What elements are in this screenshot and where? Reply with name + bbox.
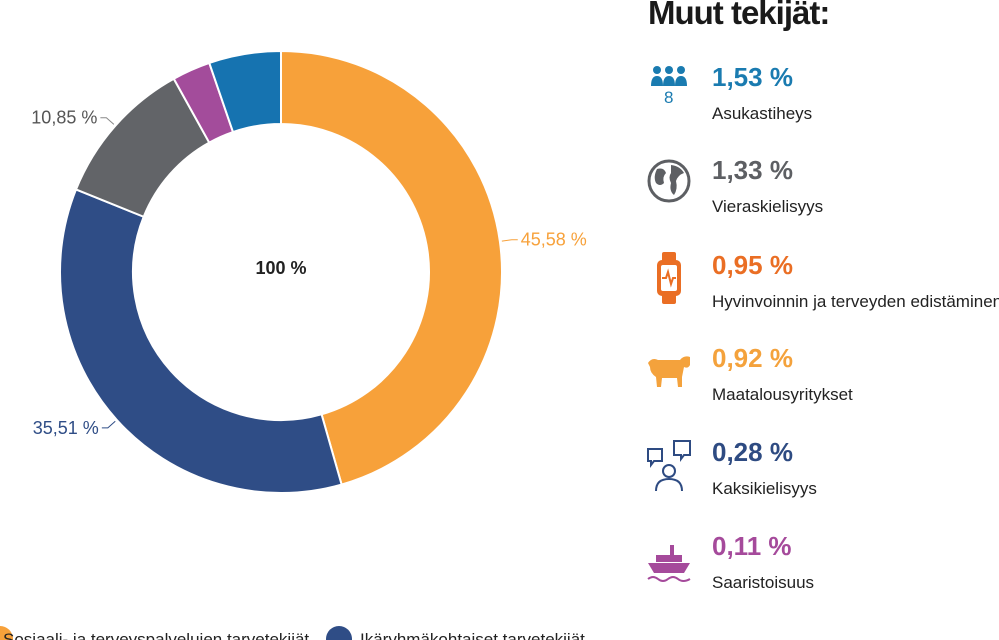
factor-label: Maatalousyritykset <box>712 385 853 404</box>
donut-chart: 45,58 % 35,51 % 10,85 % 100 % <box>31 49 587 494</box>
factor-value: 0,92 % <box>712 343 793 373</box>
factor-label: Saaristoisuus <box>712 573 815 592</box>
donut-slice-social-health[interactable] <box>280 49 503 486</box>
donut-slice-age-groups[interactable] <box>59 188 343 494</box>
speech-bubbles-person-icon <box>644 437 694 493</box>
chart-legend: Sosiaali- ja terveyspalvelujen tarveteki… <box>0 622 999 640</box>
factor-item: 0,28 % Kaksikielisyys <box>640 437 999 517</box>
factor-item: 0,95 % Hyvinvoinnin ja terveyden edistämi… <box>640 250 999 330</box>
slice-label-age-groups: 35,51 % <box>33 418 99 438</box>
legend-swatch-age-groups <box>326 626 352 640</box>
legend-label-social-health: Sosiaali- ja terveyspalvelujen tarveteki… <box>3 630 310 640</box>
donut-slice-blue[interactable] <box>208 49 282 134</box>
factor-value: 0,28 % <box>712 437 793 467</box>
factor-item: 8 1,53 % Asukastiheys <box>640 62 999 142</box>
factor-label: Asukastiheys <box>712 104 813 123</box>
ferry-icon <box>644 531 694 587</box>
legend-swatch-social-health <box>0 626 13 640</box>
legend-label-age-groups: Ikäryhmäkohtaiset tarvetekijät <box>360 630 585 640</box>
factor-value: 0,95 % <box>712 250 793 280</box>
people-density-icon: 8 <box>644 62 694 118</box>
smartwatch-icon <box>644 250 694 306</box>
factor-item: 0,11 % Saaristoisuus <box>640 531 999 611</box>
globe-icon <box>644 155 694 211</box>
leader-line-social-health <box>501 239 518 242</box>
factor-value: 0,11 % <box>712 531 792 561</box>
factor-label: Hyvinvoinnin ja terveyden edistäminen <box>712 292 999 311</box>
leader-line-age-groups <box>101 420 116 429</box>
factor-item: 1,33 % Vieraskielisyys <box>640 155 999 235</box>
factor-label: Kaksikielisyys <box>712 479 817 498</box>
factor-value: 1,33 % <box>712 155 793 185</box>
other-factors-title: Muut tekijät: <box>648 0 830 31</box>
cow-icon <box>644 343 694 399</box>
factor-value: 1,53 % <box>712 62 793 92</box>
factor-item: 0,92 % Maatalousyritykset <box>640 343 999 423</box>
factor-label: Vieraskielisyys <box>712 197 824 216</box>
center-label: 100 % <box>255 258 306 278</box>
slice-label-grey: 10,85 % <box>31 108 97 128</box>
slice-label-social-health: 45,58 % <box>521 230 587 250</box>
density-number: 8 <box>664 88 674 107</box>
leader-line-grey <box>100 117 115 125</box>
